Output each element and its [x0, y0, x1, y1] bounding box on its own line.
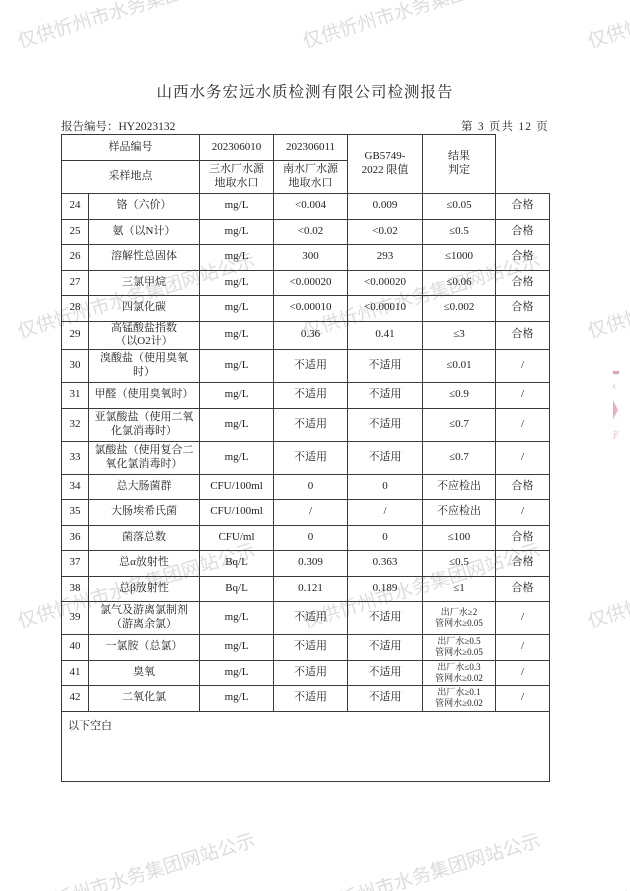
- svg-text:×: ×: [613, 381, 616, 393]
- svg-text:字: 字: [613, 429, 619, 440]
